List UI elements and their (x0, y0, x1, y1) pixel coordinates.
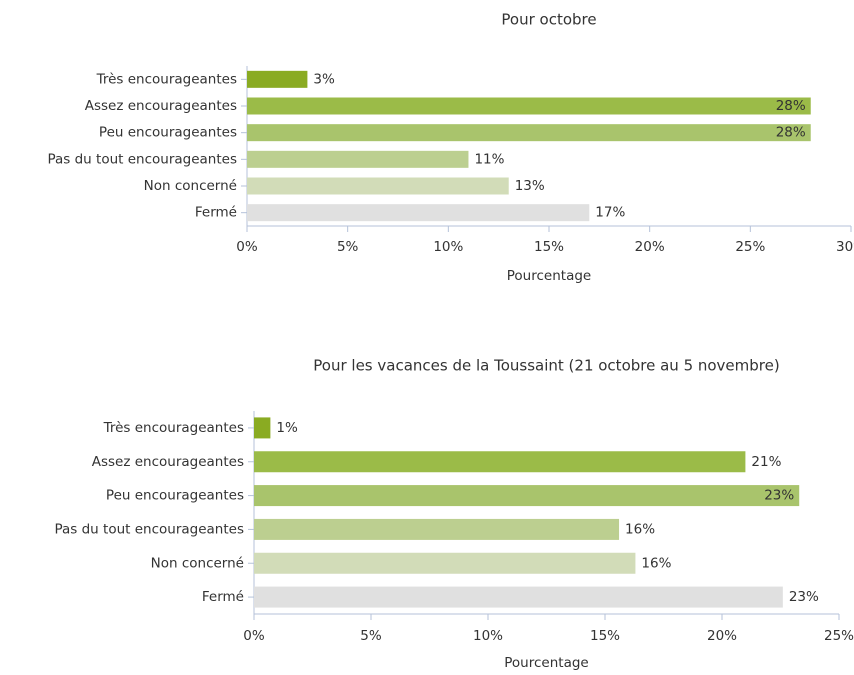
x-tick-label: 0% (243, 628, 265, 644)
x-axis-label: Pourcentage (507, 268, 591, 284)
x-tick-label: 10% (473, 628, 503, 644)
y-tick-label: Pas du tout encourageantes (54, 521, 244, 537)
bar (247, 70, 308, 88)
bar (247, 177, 509, 195)
y-tick-label: Très encourageantes (96, 71, 237, 87)
data-label: 28% (776, 98, 806, 114)
bar (247, 204, 590, 222)
x-tick-label: 15% (590, 628, 620, 644)
x-tick-label: 0% (236, 239, 258, 255)
bar (247, 97, 811, 115)
data-label: 28% (776, 125, 806, 141)
data-label: 16% (641, 555, 671, 571)
data-label: 17% (595, 205, 625, 221)
x-tick-label: 5% (337, 239, 359, 255)
data-label: 1% (276, 420, 298, 436)
bar (254, 518, 620, 540)
y-tick-label: Non concerné (144, 178, 237, 194)
bar (254, 451, 746, 473)
data-label: 16% (625, 521, 655, 537)
bar (254, 417, 271, 439)
bar (254, 552, 636, 574)
data-label: 23% (764, 488, 794, 504)
y-tick-label: Très encourageantes (103, 420, 244, 436)
chart-title: Pour les vacances de la Toussaint (21 oc… (313, 357, 779, 375)
y-tick-label: Non concerné (151, 555, 244, 571)
y-tick-label: Assez encourageantes (85, 98, 237, 114)
y-tick-label: Assez encourageantes (92, 454, 244, 470)
x-tick-label: 15% (534, 239, 564, 255)
y-tick-label: Peu encourageantes (106, 488, 244, 504)
y-tick-label: Peu encourageantes (99, 125, 237, 141)
data-label: 11% (474, 151, 504, 167)
bar (247, 124, 811, 142)
x-tick-label: 10% (433, 239, 463, 255)
x-axis-label: Pourcentage (504, 655, 588, 671)
x-tick-label: 25% (824, 628, 854, 644)
data-label: 23% (789, 589, 819, 605)
x-tick-label: 30% (836, 239, 854, 255)
bar (254, 586, 783, 608)
y-tick-label: Fermé (202, 589, 244, 605)
bar (247, 150, 469, 168)
x-tick-label: 5% (360, 628, 382, 644)
x-tick-label: 20% (635, 239, 665, 255)
x-tick-label: 25% (735, 239, 765, 255)
y-tick-label: Fermé (195, 205, 237, 221)
x-tick-label: 20% (707, 628, 737, 644)
data-label: 13% (515, 178, 545, 194)
chart-title: Pour octobre (501, 11, 596, 29)
data-label: 21% (751, 454, 781, 470)
data-label: 3% (313, 71, 335, 87)
bar (254, 485, 800, 507)
y-tick-label: Pas du tout encourageantes (47, 151, 237, 167)
